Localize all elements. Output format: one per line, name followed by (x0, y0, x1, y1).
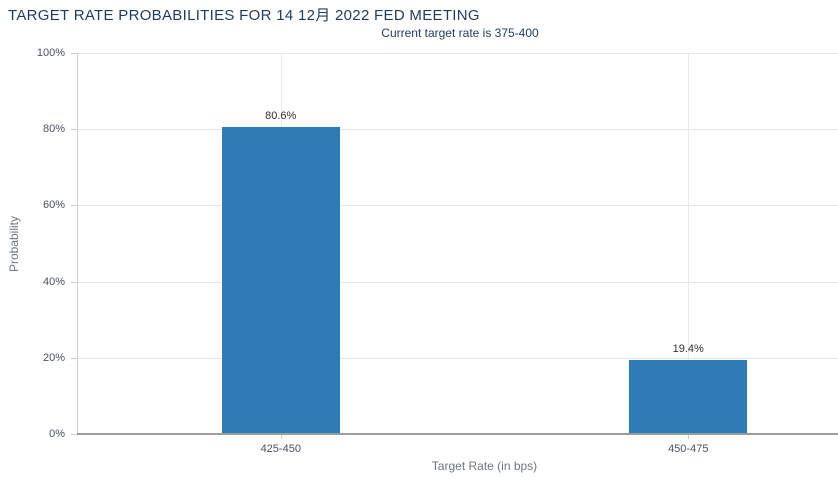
chart-title: TARGET RATE PROBABILITIES FOR 14 12月 202… (8, 7, 480, 24)
y-gridline (77, 129, 838, 131)
bar-425-450[interactable] (221, 126, 340, 434)
y-axis-line (77, 53, 78, 434)
y-tick-label: 40% (42, 275, 65, 288)
chart-subtitle: Current target rate is 375-400 (381, 26, 539, 40)
x-axis-tick (280, 434, 282, 439)
y-axis-tick (71, 53, 77, 54)
x-gridline (688, 53, 690, 434)
y-axis-tick (71, 357, 77, 359)
y-tick-label: 60% (42, 199, 65, 212)
y-gridline (77, 205, 838, 207)
x-axis-title: Target Rate (in bps) (431, 459, 538, 473)
y-axis-tick (71, 434, 77, 435)
y-axis-tick (71, 205, 77, 207)
y-gridline (77, 53, 838, 54)
x-axis-tick (688, 434, 690, 439)
y-tick-label: 80% (42, 123, 65, 136)
y-tick-label: 100% (36, 47, 65, 59)
bar-450-475[interactable] (629, 360, 748, 434)
bar-value-label: 80.6% (265, 109, 297, 122)
y-axis-tick (71, 129, 77, 131)
y-gridline (77, 357, 838, 359)
bar-value-label: 19.4% (672, 343, 704, 356)
y-axis-tick (71, 281, 77, 283)
y-gridline (77, 281, 838, 283)
x-axis-line (77, 433, 838, 435)
y-tick-label: 0% (49, 428, 65, 440)
y-tick-label: 20% (42, 351, 65, 364)
x-tick-label: 450-475 (668, 443, 709, 455)
x-tick-label: 425-450 (260, 443, 301, 455)
